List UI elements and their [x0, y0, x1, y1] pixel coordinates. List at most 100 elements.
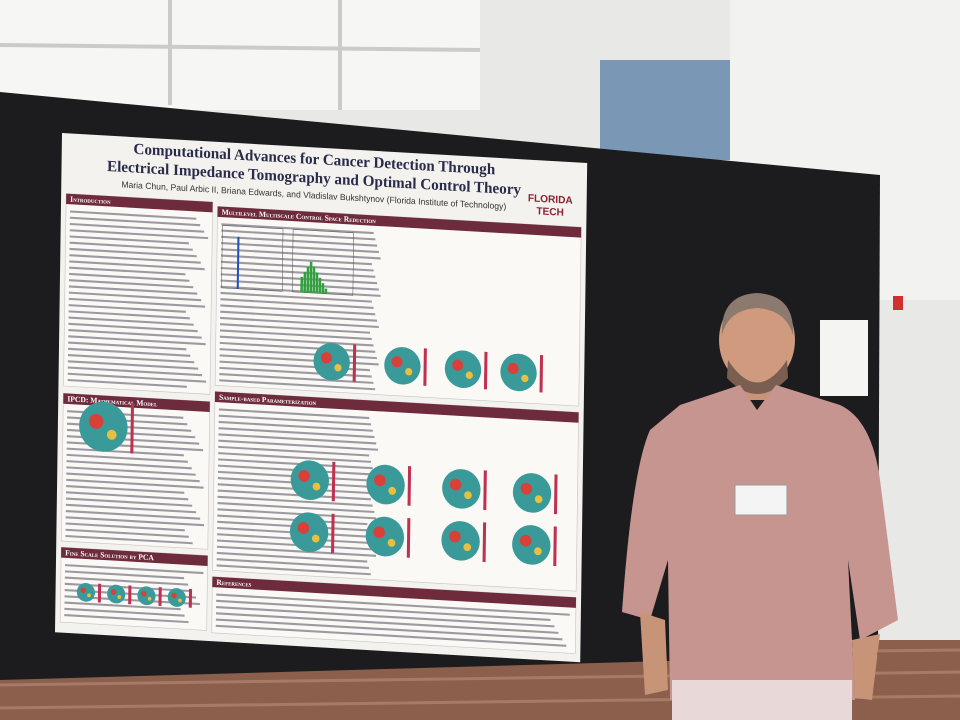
text-line [66, 485, 185, 494]
inclusion [387, 538, 396, 547]
logo: FLORIDA [528, 193, 574, 207]
text-line [68, 291, 202, 302]
inclusion [106, 429, 117, 440]
fire-alarm [893, 296, 903, 310]
inclusion [449, 530, 461, 543]
window-city [600, 60, 730, 160]
text-line [66, 491, 189, 501]
inclusion [312, 482, 321, 491]
inclusion [374, 474, 386, 487]
colorbar [423, 348, 427, 386]
text-line [66, 478, 204, 489]
text-line [217, 495, 373, 507]
inclusion [507, 362, 519, 375]
inclusion [87, 593, 91, 598]
text-line [218, 420, 373, 432]
text-line [65, 528, 189, 538]
person [622, 293, 898, 720]
colorbar [97, 583, 102, 603]
inclusion [391, 356, 403, 368]
colorbar [352, 344, 357, 382]
text-line [216, 551, 368, 563]
inclusion [463, 543, 472, 552]
text-line [220, 260, 374, 272]
text-line [65, 503, 197, 514]
colorbar [406, 518, 411, 558]
text-line [221, 229, 376, 241]
text-line [69, 241, 193, 251]
text-line [69, 235, 189, 245]
inclusion [534, 547, 542, 556]
text-line [220, 266, 376, 278]
text-line [68, 341, 187, 351]
section-header [66, 193, 213, 213]
section-title: References [216, 578, 251, 589]
text-line [215, 612, 559, 634]
colorbar [188, 588, 193, 608]
text-line [69, 272, 190, 282]
section-title: Introduction [70, 195, 111, 206]
reconstruction-image [384, 347, 421, 385]
colorbar [483, 470, 487, 511]
inclusion [147, 596, 152, 601]
plot-bar [321, 283, 325, 294]
text-line [220, 291, 372, 303]
text-line [219, 379, 376, 391]
inclusion [88, 413, 104, 429]
text-line [217, 514, 368, 526]
reconstruction-image [366, 464, 405, 505]
text-line [218, 439, 378, 451]
arm [852, 634, 880, 700]
text-line [67, 372, 207, 383]
shorts [672, 680, 852, 720]
text-line [69, 229, 209, 240]
inclusion [141, 590, 147, 597]
reconstruction-image [444, 350, 482, 389]
plot-bar [324, 288, 328, 294]
text-line [215, 618, 563, 641]
reconstruction-image [512, 473, 552, 513]
arm [640, 612, 668, 695]
window [0, 0, 480, 110]
text-line [220, 316, 379, 329]
text-line [220, 273, 378, 285]
plot-bar [303, 271, 307, 293]
reconstruction-image [512, 525, 551, 565]
reconstruction-image [290, 460, 330, 501]
inclusion [388, 486, 397, 495]
inclusion [298, 470, 310, 482]
text-line [218, 433, 377, 445]
reconstruction-image [76, 582, 95, 602]
inclusion [178, 598, 182, 603]
inclusion [320, 352, 332, 364]
text-line [220, 310, 378, 322]
text-line [68, 297, 206, 308]
inclusion [311, 534, 320, 543]
text-line [68, 329, 202, 339]
text-line [64, 576, 189, 586]
section-box [214, 206, 582, 407]
text-line [67, 366, 203, 377]
reconstruction-image [365, 516, 405, 557]
plot-bar [306, 266, 310, 293]
text-line [67, 378, 187, 388]
reconstruction-image [79, 401, 128, 452]
text-line [66, 472, 200, 483]
text-line [65, 534, 193, 545]
colorbar [128, 585, 132, 605]
text-line [64, 601, 181, 611]
text-line [216, 593, 570, 616]
text-line [68, 335, 206, 346]
plot-sketch [221, 225, 284, 292]
text-line [221, 223, 374, 235]
text-line [67, 353, 195, 364]
text-line [68, 304, 186, 313]
text-line [218, 408, 370, 420]
text-line [69, 222, 205, 233]
text-line [218, 452, 371, 463]
reconstruction-image [441, 521, 480, 561]
text-line [218, 445, 370, 457]
text-line [218, 414, 372, 426]
